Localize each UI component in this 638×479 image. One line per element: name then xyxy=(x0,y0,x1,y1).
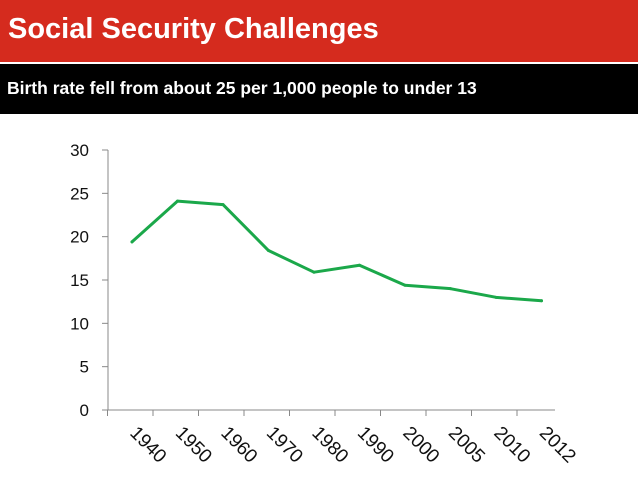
x-tick-label: 1970 xyxy=(262,423,307,468)
subtitle-bar: Birth rate fell from about 25 per 1,000 … xyxy=(0,64,638,114)
x-tick-label: 1990 xyxy=(353,423,398,468)
y-axis: 0 5 10 15 20 25 30 xyxy=(70,141,109,420)
x-tick-label: 1980 xyxy=(307,423,352,468)
y-tick-label: 10 xyxy=(70,314,89,333)
x-tick-label: 2012 xyxy=(535,423,580,468)
data-point xyxy=(403,283,407,287)
x-tick-label: 2000 xyxy=(398,423,443,468)
y-tick-label: 5 xyxy=(80,358,89,377)
data-point xyxy=(267,249,270,253)
y-tick-label: 15 xyxy=(70,271,89,290)
birth-rate-line xyxy=(130,199,543,303)
y-tick-label: 20 xyxy=(70,228,89,247)
data-point xyxy=(130,240,134,244)
data-point xyxy=(449,287,452,291)
x-tick-label: 1940 xyxy=(125,423,170,468)
x-tick-label: 2005 xyxy=(444,423,489,468)
data-point xyxy=(176,199,179,203)
data-point xyxy=(540,299,543,303)
y-tick-label: 25 xyxy=(70,184,89,203)
y-tick-label: 30 xyxy=(70,141,89,160)
page-subtitle: Birth rate fell from about 25 per 1,000 … xyxy=(7,78,477,98)
data-point xyxy=(221,203,225,207)
x-tick-label: 1950 xyxy=(171,423,216,468)
x-axis: 1940 1950 1960 1970 1980 1990 2000 2005 2010 2012 xyxy=(107,409,580,468)
y-tick-label: 0 xyxy=(80,401,89,420)
data-point xyxy=(494,295,498,299)
title-bar: Social Security Challenges xyxy=(0,0,638,62)
series-group xyxy=(130,199,543,303)
x-tick-label: 1960 xyxy=(216,423,261,468)
data-point xyxy=(358,263,361,267)
data-point xyxy=(312,270,316,274)
page-title: Social Security Challenges xyxy=(8,13,379,45)
x-tick-label: 2010 xyxy=(489,423,534,468)
